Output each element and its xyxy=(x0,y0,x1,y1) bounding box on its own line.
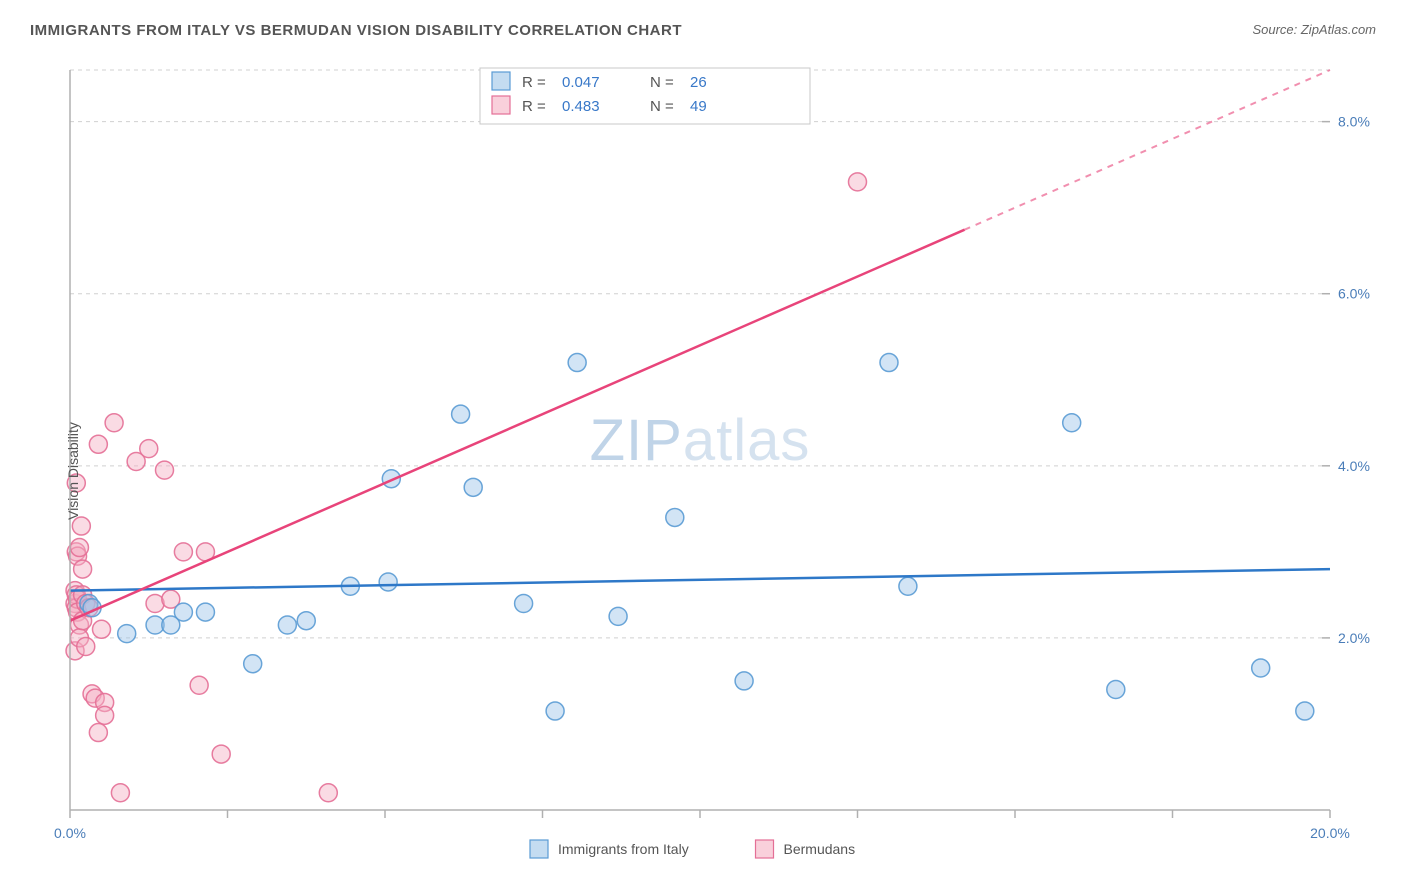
pink-point xyxy=(190,676,208,694)
blue-point xyxy=(1107,681,1125,699)
blue-point xyxy=(452,405,470,423)
trend-line-blue xyxy=(70,569,1330,591)
legend-r-label: R = xyxy=(522,74,546,91)
legend-swatch xyxy=(492,72,510,90)
blue-point xyxy=(1063,414,1081,432)
legend-swatch xyxy=(756,840,774,858)
pink-point xyxy=(105,414,123,432)
pink-point xyxy=(849,173,867,191)
trend-line-pink-extrapolated xyxy=(965,70,1330,230)
legend-swatch xyxy=(530,840,548,858)
legend-n-label: N = xyxy=(650,74,674,91)
blue-point xyxy=(1296,702,1314,720)
blue-point xyxy=(515,594,533,612)
legend-n-value: 49 xyxy=(690,98,707,115)
pink-point xyxy=(212,745,230,763)
blue-point xyxy=(244,655,262,673)
pink-point xyxy=(70,539,88,557)
x-tick-label: 20.0% xyxy=(1310,825,1350,841)
chart-container: Vision Disability ZIPatlas 0.0% 20.0% 2.0% 4… xyxy=(30,50,1376,892)
blue-point xyxy=(196,603,214,621)
blue-point xyxy=(899,577,917,595)
blue-point xyxy=(735,672,753,690)
blue-point xyxy=(174,603,192,621)
blue-point xyxy=(297,612,315,630)
pink-point xyxy=(140,440,158,458)
blue-point xyxy=(118,625,136,643)
pink-point xyxy=(174,543,192,561)
blue-point xyxy=(880,354,898,372)
blue-point xyxy=(464,478,482,496)
blue-point xyxy=(666,508,684,526)
pink-point xyxy=(93,620,111,638)
blue-point xyxy=(546,702,564,720)
legend-series-label: Immigrants from Italy xyxy=(558,841,689,857)
blue-point xyxy=(568,354,586,372)
svg-text:ZIPatlas: ZIPatlas xyxy=(590,408,811,473)
legend-r-value: 0.483 xyxy=(562,98,600,115)
source-attribution: Source: ZipAtlas.com xyxy=(1252,22,1376,37)
y-tick-label: 2.0% xyxy=(1338,630,1370,646)
pink-point xyxy=(89,435,107,453)
blue-point xyxy=(1252,659,1270,677)
legend-n-value: 26 xyxy=(690,74,707,91)
trend-line-pink xyxy=(70,230,965,621)
y-tick-label: 8.0% xyxy=(1338,114,1370,130)
scatter-chart: ZIPatlas 0.0% 20.0% 2.0% 4.0% 6.0% 8.0% R = 0.04… xyxy=(30,50,1376,892)
pink-point xyxy=(74,560,92,578)
pink-point xyxy=(77,638,95,656)
chart-title: IMMIGRANTS FROM ITALY VS BERMUDAN VISION… xyxy=(30,22,682,39)
pink-point xyxy=(156,461,174,479)
blue-point xyxy=(379,573,397,591)
pink-point xyxy=(111,784,129,802)
legend-swatch xyxy=(492,96,510,114)
x-tick-label: 0.0% xyxy=(54,825,86,841)
blue-point xyxy=(278,616,296,634)
legend-r-label: R = xyxy=(522,98,546,115)
legend-n-label: N = xyxy=(650,98,674,115)
y-tick-label: 6.0% xyxy=(1338,286,1370,302)
pink-point xyxy=(89,724,107,742)
legend-r-value: 0.047 xyxy=(562,74,600,91)
blue-point xyxy=(609,607,627,625)
pink-point xyxy=(96,706,114,724)
y-tick-label: 4.0% xyxy=(1338,458,1370,474)
pink-point xyxy=(319,784,337,802)
legend-series-label: Bermudans xyxy=(784,841,856,857)
y-axis-label: Vision Disability xyxy=(65,422,81,520)
